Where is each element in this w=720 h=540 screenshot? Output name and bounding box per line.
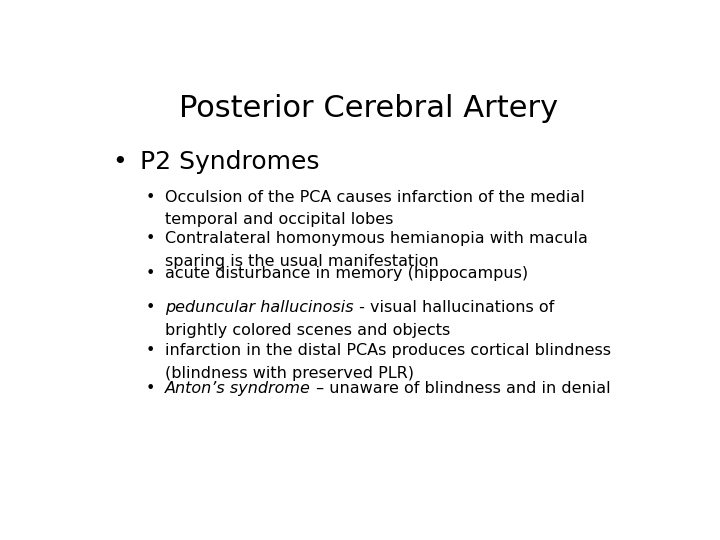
Text: •: • [145,266,156,281]
Text: (blindness with preserved PLR): (blindness with preserved PLR) [166,366,414,381]
Text: Posterior Cerebral Artery: Posterior Cerebral Artery [179,94,559,123]
Text: Occulsion of the PCA causes infarction of the medial: Occulsion of the PCA causes infarction o… [166,190,585,205]
Text: •: • [145,343,156,359]
Text: Contralateral homonymous hemianopia with macula: Contralateral homonymous hemianopia with… [166,231,588,246]
Text: Anton’s syndrome: Anton’s syndrome [166,381,311,396]
Text: infarction in the distal PCAs produces cortical blindness: infarction in the distal PCAs produces c… [166,343,611,359]
Text: •: • [145,190,156,205]
Text: peduncular hallucinosis: peduncular hallucinosis [166,300,354,315]
Text: acute disturbance in memory (hippocampus): acute disturbance in memory (hippocampus… [166,266,528,281]
Text: sparing is the usual manifestation: sparing is the usual manifestation [166,254,439,269]
Text: •: • [112,150,127,174]
Text: P2 Syndromes: P2 Syndromes [140,150,320,174]
Text: – unaware of blindness and in denial: – unaware of blindness and in denial [311,381,611,396]
Text: •: • [145,300,156,315]
Text: •: • [145,231,156,246]
Text: brightly colored scenes and objects: brightly colored scenes and objects [166,322,451,338]
Text: •: • [145,381,156,396]
Text: - visual hallucinations of: - visual hallucinations of [354,300,554,315]
Text: temporal and occipital lobes: temporal and occipital lobes [166,212,394,227]
